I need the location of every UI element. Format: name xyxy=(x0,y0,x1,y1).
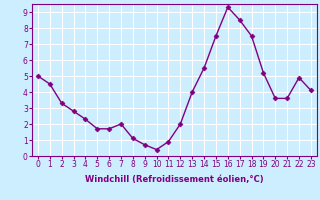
X-axis label: Windchill (Refroidissement éolien,°C): Windchill (Refroidissement éolien,°C) xyxy=(85,175,264,184)
